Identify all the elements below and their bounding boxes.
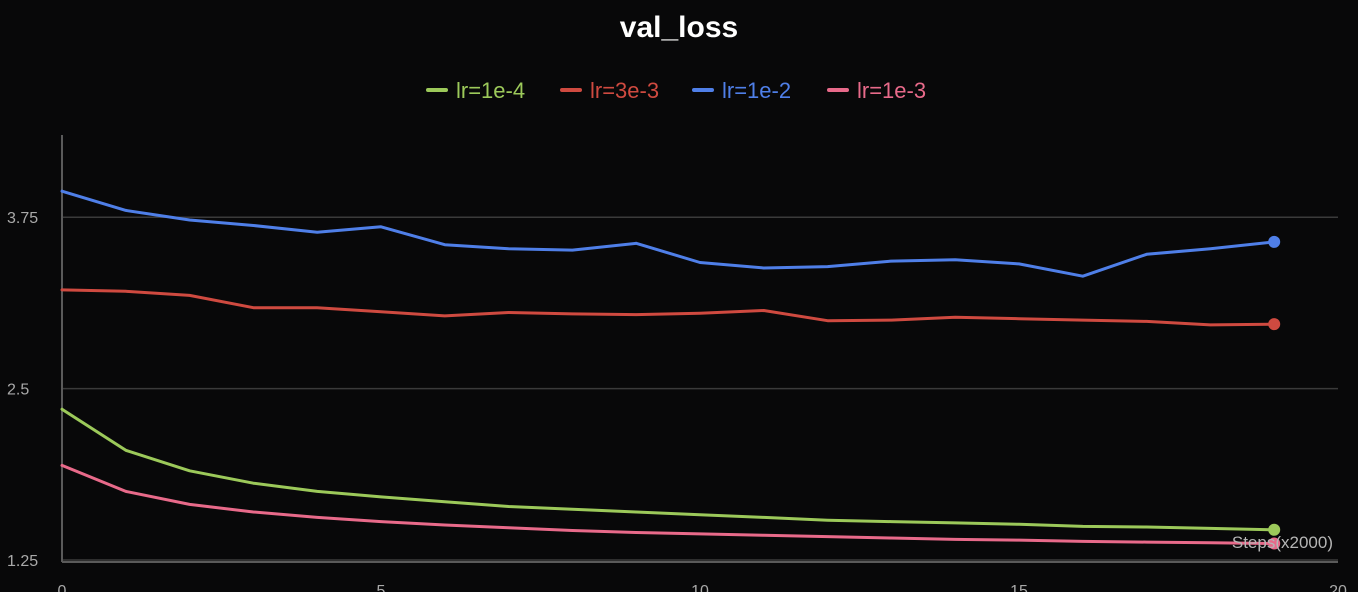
x-tick-label: 20 <box>1329 583 1347 592</box>
legend[interactable]: lr=1e-4 lr=3e-3 lr=1e-2 lr=1e-3 <box>426 78 926 103</box>
y-tick-label: 3.75 <box>7 210 38 227</box>
series-end-marker[interactable] <box>1268 318 1281 331</box>
legend-label: lr=1e-3 <box>857 78 926 103</box>
x-tick-label: 15 <box>1010 583 1028 592</box>
x-tick-label: 0 <box>58 583 67 592</box>
series-end-marker[interactable] <box>1268 523 1281 536</box>
series-line-lr=3e-3[interactable] <box>60 288 1276 327</box>
x-tick-label: 10 <box>691 583 709 592</box>
series-line-lr=1e-4[interactable] <box>60 407 1276 532</box>
legend-item[interactable]: lr=3e-3 <box>560 78 659 103</box>
legend-item[interactable]: lr=1e-3 <box>827 78 926 103</box>
series-line-lr=1e-3[interactable] <box>60 463 1276 545</box>
y-tick-label: 2.5 <box>7 382 29 399</box>
x-tick-label: 5 <box>377 583 386 592</box>
x-axis-label: Steps(x2000) <box>1232 533 1333 552</box>
axes <box>61 135 1338 563</box>
legend-item[interactable]: lr=1e-2 <box>692 78 791 103</box>
chart-title: val_loss <box>620 11 738 44</box>
legend-label: lr=1e-4 <box>456 78 525 103</box>
legend-label: lr=3e-3 <box>590 78 659 103</box>
tick-labels: 1.25 2.5 3.75 0 5 10 15 20 <box>7 210 1347 592</box>
legend-label: lr=1e-2 <box>722 78 791 103</box>
series-end-marker[interactable] <box>1268 537 1281 550</box>
legend-item[interactable]: lr=1e-4 <box>426 78 525 103</box>
grid-lines <box>62 216 1338 561</box>
series-lines <box>60 189 1281 550</box>
series-end-marker[interactable] <box>1268 235 1281 248</box>
y-tick-label: 1.25 <box>7 553 38 570</box>
series-line-lr=1e-2[interactable] <box>60 189 1276 278</box>
